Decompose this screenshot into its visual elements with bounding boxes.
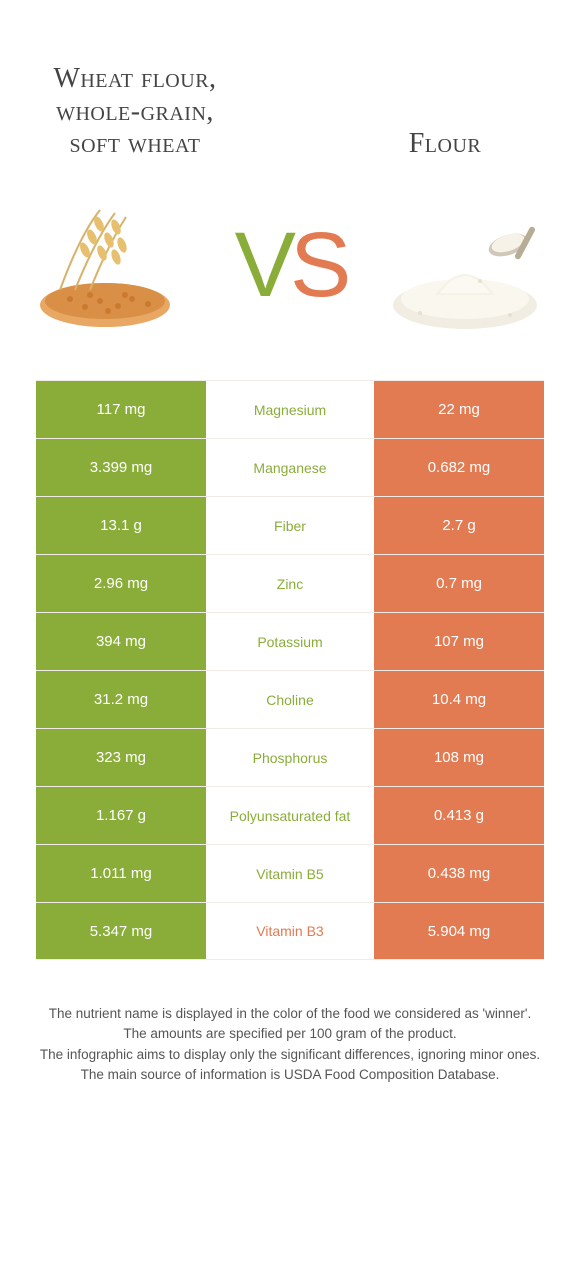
value-left: 3.399 mg xyxy=(36,439,206,496)
nutrient-label: Manganese xyxy=(206,439,374,496)
value-left: 5.347 mg xyxy=(36,903,206,959)
wheat-image xyxy=(30,195,200,335)
flour-image xyxy=(380,195,550,335)
table-row: 117 mgMagnesium22 mg xyxy=(36,380,544,438)
table-row: 2.96 mgZinc0.7 mg xyxy=(36,554,544,612)
nutrient-table: 117 mgMagnesium22 mg3.399 mgManganese0.6… xyxy=(36,380,544,960)
footer-notes: The nutrient name is displayed in the co… xyxy=(0,960,580,1085)
vs-v: V xyxy=(235,214,290,316)
nutrient-label: Magnesium xyxy=(206,381,374,438)
wheat-icon xyxy=(30,195,200,335)
value-left: 1.167 g xyxy=(36,787,206,844)
table-row: 394 mgPotassium107 mg xyxy=(36,612,544,670)
value-right: 10.4 mg xyxy=(374,671,544,728)
value-right: 22 mg xyxy=(374,381,544,438)
table-row: 5.347 mgVitamin B35.904 mg xyxy=(36,902,544,960)
footer-line: The infographic aims to display only the… xyxy=(30,1045,550,1065)
nutrient-label: Phosphorus xyxy=(206,729,374,786)
table-row: 13.1 gFiber2.7 g xyxy=(36,496,544,554)
table-row: 323 mgPhosphorus108 mg xyxy=(36,728,544,786)
value-right: 108 mg xyxy=(374,729,544,786)
value-left: 13.1 g xyxy=(36,497,206,554)
header: Wheat flour, whole-grain, soft wheat Flo… xyxy=(0,0,580,170)
flour-icon xyxy=(380,195,550,335)
value-left: 2.96 mg xyxy=(36,555,206,612)
value-left: 323 mg xyxy=(36,729,206,786)
footer-line: The amounts are specified per 100 gram o… xyxy=(30,1024,550,1044)
nutrient-label: Zinc xyxy=(206,555,374,612)
nutrient-label: Choline xyxy=(206,671,374,728)
vs-label: VS xyxy=(235,219,346,311)
nutrient-label: Fiber xyxy=(206,497,374,554)
title-left: Wheat flour, whole-grain, soft wheat xyxy=(40,63,230,160)
table-row: 3.399 mgManganese0.682 mg xyxy=(36,438,544,496)
footer-line: The main source of information is USDA F… xyxy=(30,1065,550,1085)
value-right: 107 mg xyxy=(374,613,544,670)
value-right: 0.438 mg xyxy=(374,845,544,902)
nutrient-label: Vitamin B5 xyxy=(206,845,374,902)
nutrient-label: Polyunsaturated fat xyxy=(206,787,374,844)
hero-row: VS xyxy=(0,170,580,380)
value-left: 1.011 mg xyxy=(36,845,206,902)
value-left: 117 mg xyxy=(36,381,206,438)
value-right: 0.682 mg xyxy=(374,439,544,496)
nutrient-label: Potassium xyxy=(206,613,374,670)
table-row: 1.011 mgVitamin B50.438 mg xyxy=(36,844,544,902)
vs-s: S xyxy=(290,214,345,316)
value-left: 394 mg xyxy=(36,613,206,670)
nutrient-label: Vitamin B3 xyxy=(206,903,374,959)
value-left: 31.2 mg xyxy=(36,671,206,728)
value-right: 2.7 g xyxy=(374,497,544,554)
value-right: 0.413 g xyxy=(374,787,544,844)
title-right: Flour xyxy=(350,128,540,160)
value-right: 5.904 mg xyxy=(374,903,544,959)
value-right: 0.7 mg xyxy=(374,555,544,612)
table-row: 1.167 gPolyunsaturated fat0.413 g xyxy=(36,786,544,844)
footer-line: The nutrient name is displayed in the co… xyxy=(30,1004,550,1024)
table-row: 31.2 mgCholine10.4 mg xyxy=(36,670,544,728)
